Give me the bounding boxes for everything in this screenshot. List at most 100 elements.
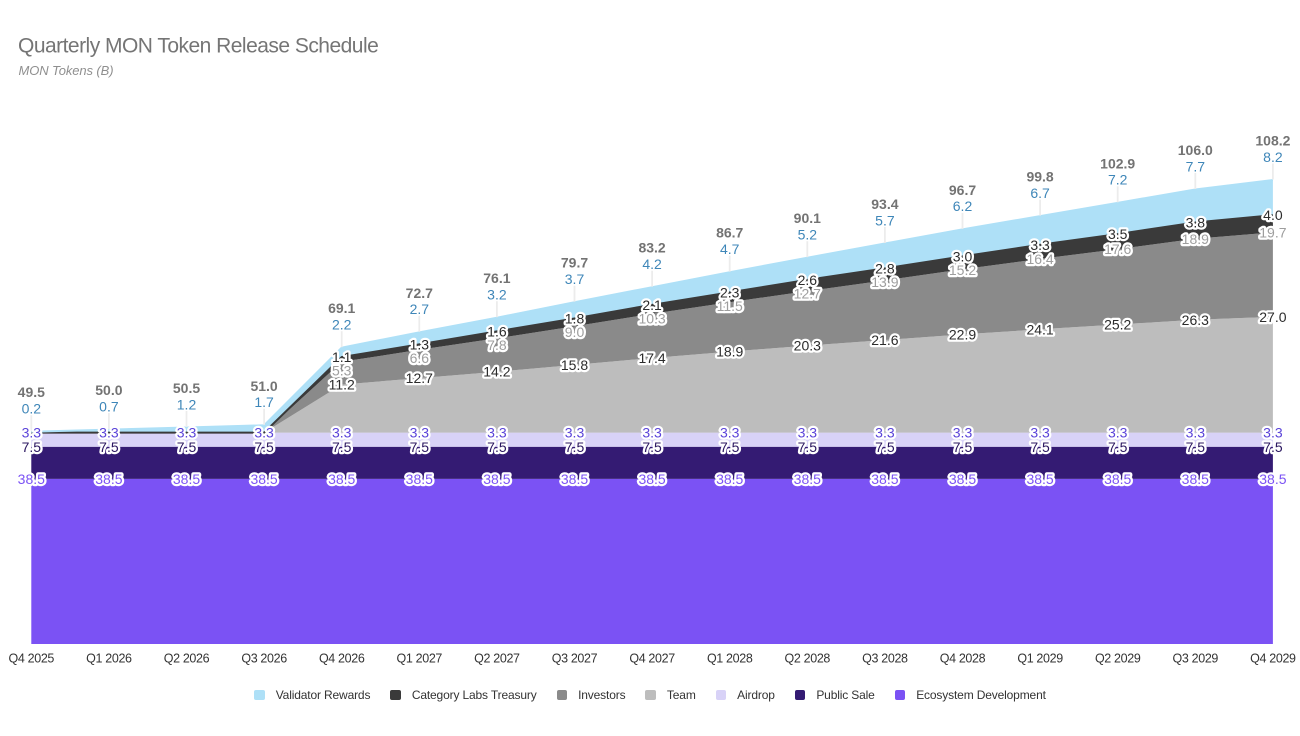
svg-text:3.3: 3.3	[798, 425, 818, 441]
svg-text:38.5: 38.5	[561, 471, 588, 487]
svg-text:8.2: 8.2	[1263, 149, 1283, 165]
svg-text:Quarterly MON Token Release Sc: Quarterly MON Token Release Schedule	[18, 34, 378, 57]
svg-text:3.3: 3.3	[565, 425, 585, 441]
svg-text:3.3: 3.3	[1108, 425, 1128, 441]
svg-text:72.7: 72.7	[406, 285, 433, 301]
svg-text:102.9: 102.9	[1100, 155, 1135, 171]
svg-text:Q1 2026: Q1 2026	[86, 652, 132, 666]
svg-text:3.3: 3.3	[1186, 425, 1206, 441]
svg-text:17.6: 17.6	[1104, 241, 1131, 257]
svg-text:25.2: 25.2	[1104, 317, 1131, 333]
svg-text:99.8: 99.8	[1026, 169, 1053, 185]
svg-text:49.5: 49.5	[18, 384, 45, 400]
svg-text:5.3: 5.3	[332, 363, 352, 379]
svg-text:7.8: 7.8	[487, 337, 507, 353]
svg-text:3.3: 3.3	[22, 425, 42, 441]
svg-text:20.3: 20.3	[794, 338, 821, 354]
svg-text:17.4: 17.4	[638, 350, 665, 366]
svg-text:7.5: 7.5	[875, 439, 895, 455]
svg-text:7.5: 7.5	[798, 439, 818, 455]
svg-text:5.7: 5.7	[875, 212, 895, 228]
svg-text:3.3: 3.3	[1030, 237, 1050, 253]
svg-text:69.1: 69.1	[328, 300, 355, 316]
svg-text:76.1: 76.1	[483, 270, 510, 286]
svg-text:3.3: 3.3	[410, 425, 430, 441]
svg-text:12.7: 12.7	[406, 370, 433, 386]
svg-text:3.3: 3.3	[99, 425, 119, 441]
svg-text:3.3: 3.3	[720, 425, 740, 441]
svg-text:4.7: 4.7	[720, 241, 740, 257]
svg-text:2.3: 2.3	[720, 284, 740, 300]
svg-text:Q4 2026: Q4 2026	[319, 652, 365, 666]
svg-text:38.5: 38.5	[483, 471, 510, 487]
svg-text:6.6: 6.6	[410, 350, 430, 366]
svg-text:7.5: 7.5	[1030, 439, 1050, 455]
svg-text:38.5: 38.5	[95, 471, 122, 487]
svg-text:1.2: 1.2	[177, 396, 197, 412]
svg-text:1.3: 1.3	[410, 336, 430, 352]
svg-text:106.0: 106.0	[1178, 142, 1213, 158]
svg-text:3.0: 3.0	[953, 248, 973, 264]
svg-text:79.7: 79.7	[561, 255, 588, 271]
svg-text:10.3: 10.3	[638, 310, 665, 326]
svg-text:38.5: 38.5	[328, 471, 355, 487]
svg-text:7.5: 7.5	[642, 439, 662, 455]
svg-text:38.5: 38.5	[18, 471, 45, 487]
svg-text:15.2: 15.2	[949, 262, 976, 278]
svg-text:51.0: 51.0	[250, 378, 277, 394]
svg-text:7.7: 7.7	[1186, 158, 1206, 174]
svg-text:7.5: 7.5	[953, 439, 973, 455]
svg-text:7.5: 7.5	[1186, 439, 1206, 455]
svg-text:3.5: 3.5	[1108, 226, 1128, 242]
svg-text:7.5: 7.5	[565, 439, 585, 455]
svg-text:3.3: 3.3	[953, 425, 973, 441]
svg-text:2.7: 2.7	[410, 301, 430, 317]
svg-text:Q2 2029: Q2 2029	[1095, 652, 1141, 666]
svg-text:38.5: 38.5	[1026, 471, 1053, 487]
svg-text:3.3: 3.3	[1030, 425, 1050, 441]
svg-text:6.7: 6.7	[1030, 185, 1050, 201]
svg-text:22.9: 22.9	[949, 326, 976, 342]
svg-text:Q1 2029: Q1 2029	[1017, 652, 1063, 666]
svg-text:38.5: 38.5	[1104, 471, 1131, 487]
svg-text:11.2: 11.2	[329, 377, 355, 393]
svg-text:38.5: 38.5	[871, 471, 898, 487]
svg-text:1.6: 1.6	[487, 323, 507, 339]
svg-text:21.6: 21.6	[871, 332, 898, 348]
svg-text:Q2 2027: Q2 2027	[474, 652, 520, 666]
svg-text:0.2: 0.2	[22, 401, 42, 417]
svg-text:38.5: 38.5	[638, 471, 665, 487]
svg-text:7.5: 7.5	[487, 439, 507, 455]
svg-text:7.5: 7.5	[720, 439, 740, 455]
svg-text:14.2: 14.2	[483, 364, 510, 380]
svg-text:3.8: 3.8	[1186, 215, 1206, 231]
svg-text:2.2: 2.2	[332, 317, 352, 333]
svg-text:19.7: 19.7	[1259, 224, 1286, 240]
svg-text:38.5: 38.5	[1259, 471, 1286, 487]
svg-text:27.0: 27.0	[1259, 309, 1286, 325]
svg-text:Q4 2029: Q4 2029	[1250, 652, 1296, 666]
svg-text:18.9: 18.9	[1182, 231, 1209, 247]
svg-text:6.2: 6.2	[953, 198, 973, 214]
svg-text:7.5: 7.5	[177, 439, 197, 455]
svg-text:4.2: 4.2	[642, 256, 662, 272]
svg-text:MON Tokens (B): MON Tokens (B)	[19, 63, 114, 78]
svg-text:Q4 2025: Q4 2025	[9, 652, 55, 666]
svg-text:38.5: 38.5	[1182, 471, 1209, 487]
svg-text:3.2: 3.2	[487, 287, 507, 303]
svg-text:7.5: 7.5	[1108, 439, 1128, 455]
svg-text:38.5: 38.5	[406, 471, 433, 487]
svg-text:1.7: 1.7	[254, 394, 274, 410]
svg-text:3.7: 3.7	[565, 271, 585, 287]
svg-text:86.7: 86.7	[716, 225, 743, 241]
svg-text:Q3 2026: Q3 2026	[241, 652, 287, 666]
svg-text:3.3: 3.3	[487, 425, 507, 441]
svg-text:11.5: 11.5	[717, 298, 743, 314]
svg-text:7.5: 7.5	[1263, 439, 1283, 455]
svg-text:38.5: 38.5	[173, 471, 200, 487]
svg-text:38.5: 38.5	[794, 471, 821, 487]
svg-text:38.5: 38.5	[949, 471, 976, 487]
svg-text:Q1 2028: Q1 2028	[707, 652, 753, 666]
svg-text:90.1: 90.1	[794, 210, 821, 226]
svg-text:Q4 2027: Q4 2027	[629, 652, 675, 666]
